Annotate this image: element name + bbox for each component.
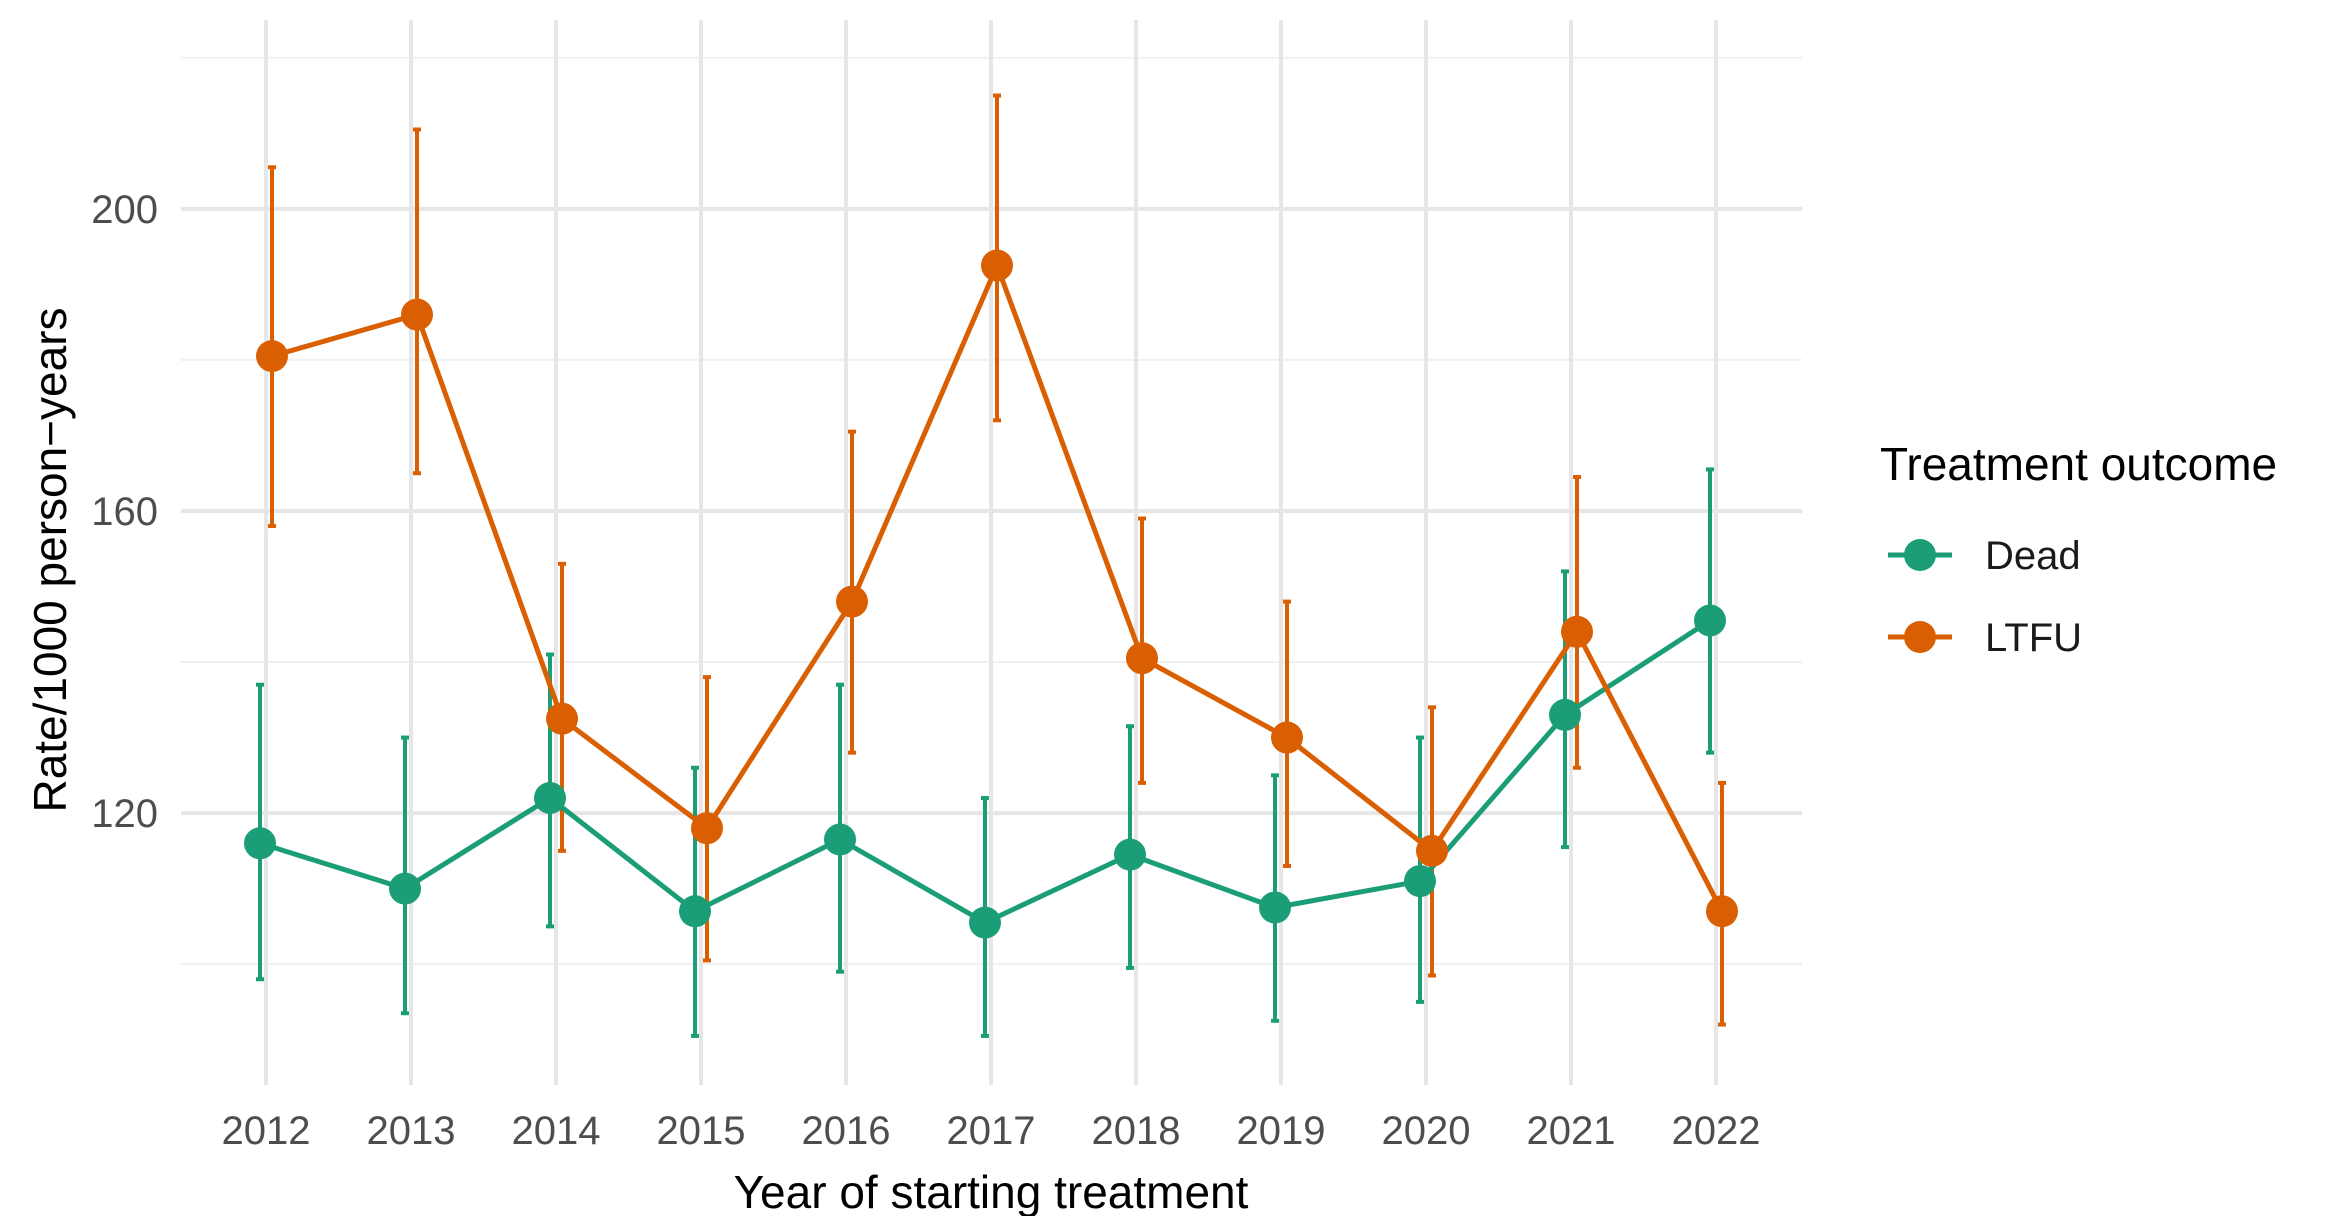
y-tick-label: 200 [91,188,158,232]
ltfu-data-point [1561,615,1593,648]
dead-data-point [1259,891,1291,924]
legend-key-marker [1904,621,1936,653]
y-tick-label: 120 [91,792,158,836]
x-tick-label: 2012 [222,1109,311,1153]
tick-labels: 120 160 200 2012 2013 2014 2015 2016 2017 2018 201… [91,188,1760,1153]
x-axis-title: Year of starting treatment [734,1166,1249,1216]
dead-data-point [1694,604,1726,637]
legend-title: Treatment outcome [1880,438,2277,490]
ltfu-data-point [1706,895,1738,928]
legend-key-marker [1904,539,1936,571]
grid [181,20,1802,1085]
dead-data-point [824,823,856,856]
y-axis-title: Rate/1000 person−years [24,307,76,812]
x-tick-label: 2018 [1092,1109,1181,1153]
x-tick-label: 2016 [802,1109,891,1153]
x-tick-label: 2017 [947,1109,1036,1153]
ltfu-data-point [1271,721,1303,754]
legend-label-dead: Dead [1985,534,2081,578]
dead-data-point [534,781,566,814]
x-tick-label: 2015 [657,1109,746,1153]
ltfu-data-point [1416,834,1448,867]
legend-label-ltfu: LTFU [1985,616,2082,660]
x-tick-label: 2022 [1672,1109,1761,1153]
x-tick-label: 2014 [512,1109,601,1153]
y-tick-label: 160 [91,490,158,534]
dead-data-point [1549,698,1581,731]
dead-data-point [389,872,421,905]
ltfu-data-point [546,702,578,735]
ltfu-data-point [691,812,723,845]
dead-data-point [679,895,711,928]
ltfu-data-point [1126,642,1158,675]
dead-data-point [1114,838,1146,871]
ltfu-data-point [981,249,1013,282]
dead-data-point [1404,865,1436,898]
x-tick-label: 2013 [367,1109,456,1153]
ltfu-data-point [836,585,868,618]
legend-key-ltfu [1888,621,1952,653]
x-tick-label: 2019 [1237,1109,1326,1153]
legend-key-dead [1888,539,1952,571]
ltfu-data-point [256,340,288,373]
data-points [244,249,1738,939]
legend: Treatment outcome Dead LTFU [1880,438,2277,660]
dead-data-point [969,906,1001,939]
x-tick-label: 2020 [1382,1109,1471,1153]
dead-data-point [244,827,276,860]
ltfu-data-point [401,298,433,331]
x-tick-label: 2021 [1527,1109,1616,1153]
